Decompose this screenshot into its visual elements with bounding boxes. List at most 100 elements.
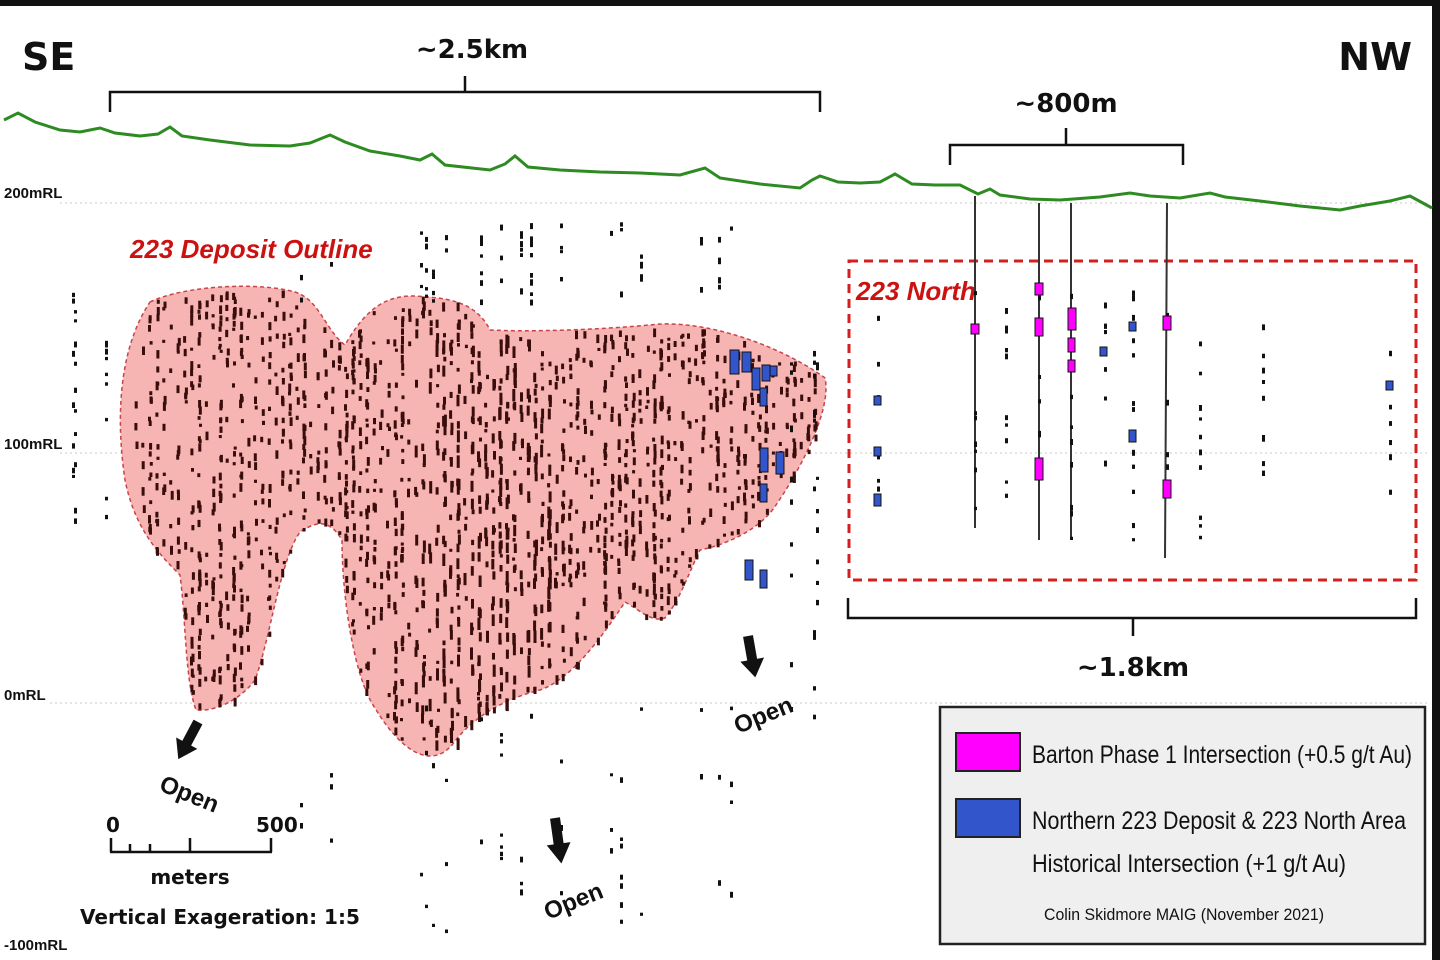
drill-intercept xyxy=(681,360,685,370)
drill-intercept xyxy=(974,449,977,453)
drill-intercept xyxy=(632,582,636,588)
drill-intercept xyxy=(408,341,412,347)
drill-intercept xyxy=(394,561,398,567)
drill-intercept xyxy=(1389,404,1392,410)
drill-intercept xyxy=(568,558,572,565)
drill-intercept xyxy=(163,395,167,405)
drill-intercept xyxy=(681,581,685,586)
drill-intercept xyxy=(541,536,545,545)
drill-intercept xyxy=(72,443,75,449)
drill-intercept xyxy=(288,332,292,336)
drill-intercept xyxy=(218,490,222,497)
drill-intercept xyxy=(149,341,153,345)
drill-intercept xyxy=(247,309,251,315)
drill-intercept xyxy=(247,437,251,447)
drill-intercept xyxy=(492,696,496,706)
drill-intercept xyxy=(505,412,509,424)
drill-intercept xyxy=(540,604,544,614)
drill-intercept xyxy=(540,444,544,458)
drill-intercept xyxy=(660,482,664,489)
drill-intercept xyxy=(718,774,721,780)
drill-intercept xyxy=(548,541,552,548)
drill-intercept xyxy=(499,339,503,344)
drill-intercept xyxy=(816,559,819,565)
drill-intercept xyxy=(428,543,432,554)
drill-intercept xyxy=(345,576,349,583)
drill-intercept xyxy=(555,675,559,685)
drill-intercept xyxy=(400,414,404,422)
drill-intercept xyxy=(555,572,559,576)
drill-intercept xyxy=(198,504,202,513)
drill-intercept xyxy=(660,593,664,600)
drill-intercept xyxy=(1199,449,1202,456)
drill-intercept xyxy=(652,350,656,354)
drill-intercept xyxy=(620,228,623,232)
drill-intercept xyxy=(505,334,509,347)
drill-intercept xyxy=(569,575,573,579)
drill-intercept xyxy=(499,392,503,403)
drill-intercept xyxy=(394,700,398,710)
drill-intercept xyxy=(197,383,201,388)
drill-intercept xyxy=(708,482,712,491)
topography-line xyxy=(3,111,1433,212)
drill-intercept xyxy=(302,528,306,532)
drill-intercept xyxy=(289,372,293,379)
drill-intercept xyxy=(674,596,677,606)
drill-intercept xyxy=(505,479,509,490)
drill-intercept xyxy=(486,708,489,716)
drill-intercept xyxy=(351,389,355,395)
drill-intercept xyxy=(387,561,391,569)
drill-intercept xyxy=(365,609,369,615)
drill-intercept xyxy=(680,478,684,485)
drill-intercept xyxy=(1262,470,1265,476)
drill-intercept xyxy=(190,361,194,370)
drill-intercept xyxy=(561,514,565,524)
drill-intercept xyxy=(534,573,538,582)
drill-intercept xyxy=(358,486,362,493)
drill-intercept xyxy=(547,643,551,648)
drill-intercept xyxy=(162,378,166,383)
drill-intercept xyxy=(232,383,235,388)
drill-intercept xyxy=(520,241,523,248)
drill-intercept xyxy=(757,355,761,362)
drill-intercept xyxy=(372,555,376,562)
drill-intercept xyxy=(457,605,461,610)
drill-intercept xyxy=(530,253,533,258)
drill-intercept xyxy=(463,573,467,586)
drill-intercept xyxy=(379,488,383,493)
drill-intercept xyxy=(275,517,279,525)
drill-intercept xyxy=(387,574,391,581)
drill-intercept xyxy=(548,623,552,628)
drill-intercept xyxy=(673,341,677,347)
drill-intercept xyxy=(260,436,264,443)
drill-intercept xyxy=(463,395,467,404)
drill-intercept xyxy=(219,426,223,433)
drill-intercept xyxy=(254,377,258,384)
drill-intercept xyxy=(239,662,242,670)
drill-intercept xyxy=(530,223,533,230)
drill-intercept xyxy=(1199,417,1202,421)
drill-intercept xyxy=(421,600,425,604)
drill-intercept xyxy=(1262,435,1265,440)
drill-intercept xyxy=(604,604,608,612)
drill-intercept xyxy=(269,551,272,556)
drill-intercept xyxy=(421,577,425,587)
drill-intercept xyxy=(197,309,201,314)
drill-intercept xyxy=(480,299,483,306)
drill-intercept xyxy=(737,450,741,457)
drill-intercept xyxy=(660,339,664,344)
scale-start-label: 0 xyxy=(106,813,120,837)
drill-intercept xyxy=(666,556,670,563)
drill-intercept xyxy=(432,299,435,303)
drill-intercept xyxy=(205,579,209,586)
drill-intercept xyxy=(435,440,439,450)
drill-intercept xyxy=(204,676,208,682)
drill-intercept xyxy=(456,485,460,495)
drill-intercept xyxy=(505,571,509,583)
drill-intercept xyxy=(282,561,286,565)
drill-intercept xyxy=(505,671,509,683)
drill-intercept xyxy=(582,357,586,363)
drill-intercept xyxy=(156,307,160,316)
drill-intercept xyxy=(626,348,629,356)
drill-intercept xyxy=(282,513,286,518)
